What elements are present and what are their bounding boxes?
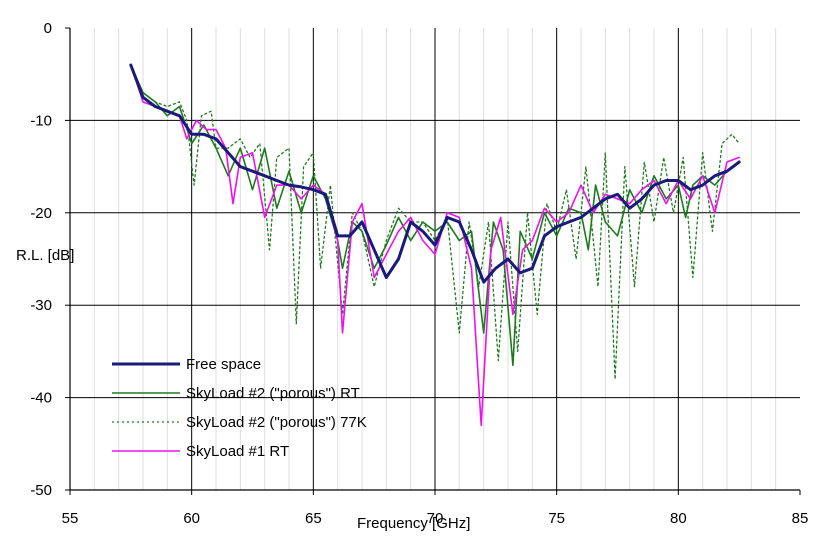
series-line-0 (129, 63, 741, 284)
x-tick-label: 80 (670, 510, 687, 527)
legend-label-2: SkyLoad #2 ("porous") 77K (186, 414, 367, 431)
x-tick-label: 65 (305, 510, 322, 527)
y-tick-label: 0 (44, 20, 52, 37)
legend-label-3: SkyLoad #1 RT (186, 443, 289, 460)
legend: Free space SkyLoad #2 ("porous") RT SkyLoa… (112, 356, 367, 460)
x-tick-label: 70 (427, 510, 444, 527)
legend-label-1: SkyLoad #2 ("porous") RT (186, 385, 360, 402)
plot-frame (65, 27, 801, 495)
y-tick-label: -10 (30, 112, 52, 129)
y-axis-title: R.L. [dB] (16, 247, 74, 264)
y-tick-label: -30 (30, 297, 52, 314)
legend-label-0: Free space (186, 356, 261, 373)
x-tick-label: 85 (792, 510, 809, 527)
x-tick-label: 55 (62, 510, 79, 527)
y-tick-labels: 0 -10 -20 -30 -40 -50 (30, 20, 52, 499)
y-tick-label: -20 (30, 205, 52, 222)
y-tick-label: -40 (30, 390, 52, 407)
y-tick-label: -50 (30, 482, 52, 499)
x-tick-labels: 55 60 65 70 75 80 85 (62, 510, 809, 527)
grid (70, 28, 800, 490)
series-layer (129, 63, 741, 427)
x-axis-title: Frequency [GHz] (357, 515, 470, 532)
x-tick-label: 60 (183, 510, 200, 527)
series-line-1 (130, 64, 740, 367)
x-tick-label: 75 (548, 510, 565, 527)
